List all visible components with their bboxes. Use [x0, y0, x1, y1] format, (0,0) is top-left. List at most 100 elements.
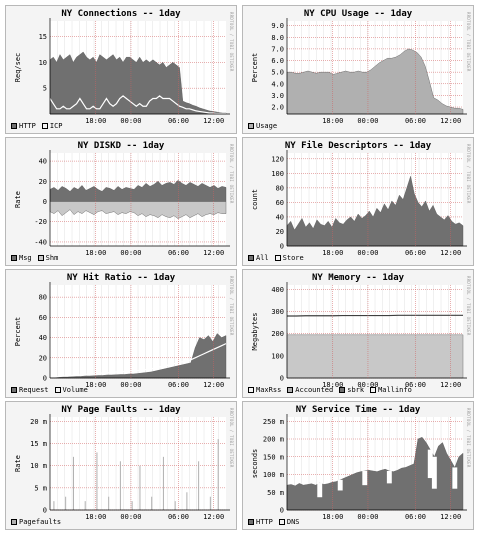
legend-label: DNS [286, 518, 300, 526]
legend-label: Msg [19, 254, 32, 262]
legend: Pagefaults [11, 518, 61, 526]
legend: HTTP DNS [248, 518, 300, 526]
graph-panel: NY Service Time -- 1day RRDTOOL / TOBI OE… [242, 401, 474, 530]
legend-swatch [274, 255, 281, 261]
legend: All Store [248, 254, 304, 262]
y-tick-label: 40 [276, 213, 284, 221]
x-tick-label: 00:00 [120, 381, 141, 389]
legend-item: Msg [11, 254, 32, 262]
legend-label: Pagefaults [19, 518, 62, 526]
x-tick-label: 18:00 [85, 513, 106, 521]
graph-plot: 2.0 3.0 4.0 5.0 6.0 7.0 8.0 9.0 Percent 18:00 00:0… [251, 18, 467, 125]
legend: Usage [248, 122, 277, 130]
legend: MaxRss Accounted sbrk Mallinfo [248, 386, 412, 394]
y-tick-label: 0 [43, 198, 47, 206]
y-tick-label: 3.0 [271, 92, 284, 100]
x-tick-label: 12:00 [203, 117, 224, 125]
y-tick-label: 0 [43, 507, 47, 515]
graph-panel: NY CPU Usage -- 1day RRDTOOL / TOBI OETIK… [242, 5, 474, 134]
series-area [286, 334, 464, 379]
legend-item: Store [274, 254, 304, 262]
x-tick-label: 06:00 [405, 117, 426, 125]
x-tick-label: 18:00 [85, 249, 106, 257]
y-tick-label: 0 [280, 375, 284, 383]
x-tick-label: 12:00 [440, 513, 461, 521]
y-tick-label: 9.0 [271, 22, 284, 30]
legend-item: Mallinfo [370, 386, 412, 394]
legend-item: HTTP [248, 518, 273, 526]
series-dip [452, 467, 458, 489]
data-bar [65, 496, 67, 510]
legend-item: MaxRss [248, 386, 281, 394]
legend-label: MaxRss [256, 386, 282, 394]
data-bar [217, 439, 219, 510]
y-tick-label: 60 [276, 199, 284, 207]
legend-item: DNS [278, 518, 300, 526]
x-tick-label: 18:00 [85, 381, 106, 389]
series-dip [362, 470, 368, 486]
legend-item: Accounted [287, 386, 333, 394]
legend-item: sbrk [339, 386, 364, 394]
x-tick-label: 12:00 [440, 381, 461, 389]
data-bar [151, 496, 153, 510]
y-axis-label: count [251, 189, 259, 210]
x-tick-label: 18:00 [322, 117, 343, 125]
y-tick-label: 5.0 [271, 69, 284, 77]
y-tick-label: 15 m [30, 440, 47, 448]
y-tick-label: 10 [39, 59, 47, 67]
series-dip [337, 479, 343, 491]
x-tick-label: 12:00 [203, 513, 224, 521]
legend-label: Store [282, 254, 304, 262]
data-bar [131, 501, 133, 510]
data-bar [174, 501, 176, 510]
x-tick-label: 18:00 [322, 513, 343, 521]
y-tick-label: 40 [39, 334, 47, 342]
graph-title: NY Memory -- 1day [311, 273, 405, 283]
graph-title: NY CPU Usage -- 1day [303, 9, 413, 19]
series-area [49, 201, 227, 219]
data-bar [209, 496, 211, 510]
legend-swatch [11, 255, 17, 261]
legend-label: HTTP [19, 122, 36, 130]
legend-swatch [339, 387, 346, 393]
y-tick-label: 6.0 [271, 57, 284, 65]
legend-swatch [11, 387, 17, 393]
data-bar [139, 465, 141, 510]
series-line [287, 314, 463, 317]
x-tick-label: 00:00 [357, 381, 378, 389]
x-tick-label: 12:00 [440, 117, 461, 125]
rrdtool-watermark: RRDTOOL / TOBI OETIKER [466, 144, 471, 204]
legend-swatch [11, 519, 17, 525]
series-area [49, 333, 227, 379]
x-tick-label: 00:00 [120, 249, 141, 257]
legend-label: ICP [49, 122, 63, 130]
rrdtool-watermark: RRDTOOL / TOBI OETIKER [466, 12, 471, 72]
data-bar [96, 452, 98, 510]
y-tick-label: 60 [39, 314, 47, 322]
legend-item: Usage [248, 122, 277, 130]
rrdtool-watermark: RRDTOOL / TOBI OETIKER [229, 276, 234, 336]
legend: HTTP ICP [11, 122, 63, 130]
series-dip [431, 456, 437, 489]
graph-plot: 0 5 m 10 m 15 m 20 m Rate 18:00 00:00 06:00 12:00 [14, 414, 230, 521]
legend-label: Volume [62, 386, 88, 394]
data-bar [119, 461, 121, 510]
data-bar [186, 492, 188, 510]
y-axis-label: Rate [14, 455, 22, 472]
legend: Request Volume [11, 386, 88, 394]
graph-title: NY File Descriptors -- 1day [284, 141, 432, 151]
legend-swatch [41, 123, 48, 129]
x-tick-label: 00:00 [357, 513, 378, 521]
graph-panel: NY Page Faults -- 1day RRDTOOL / TOBI OET… [5, 401, 237, 530]
y-tick-label: 50 m [267, 489, 284, 497]
legend-item: ICP [41, 122, 63, 130]
y-axis-label: Percent [14, 317, 22, 347]
series-area [286, 436, 464, 511]
rrdtool-watermark: RRDTOOL / TOBI OETIKER [466, 408, 471, 468]
y-tick-label: 15 [39, 33, 47, 41]
x-tick-label: 12:00 [203, 381, 224, 389]
data-bar [84, 501, 86, 510]
y-tick-label: 250 m [263, 418, 284, 426]
series-area [286, 48, 464, 115]
rrdtool-watermark: RRDTOOL / TOBI OETIKER [466, 276, 471, 336]
